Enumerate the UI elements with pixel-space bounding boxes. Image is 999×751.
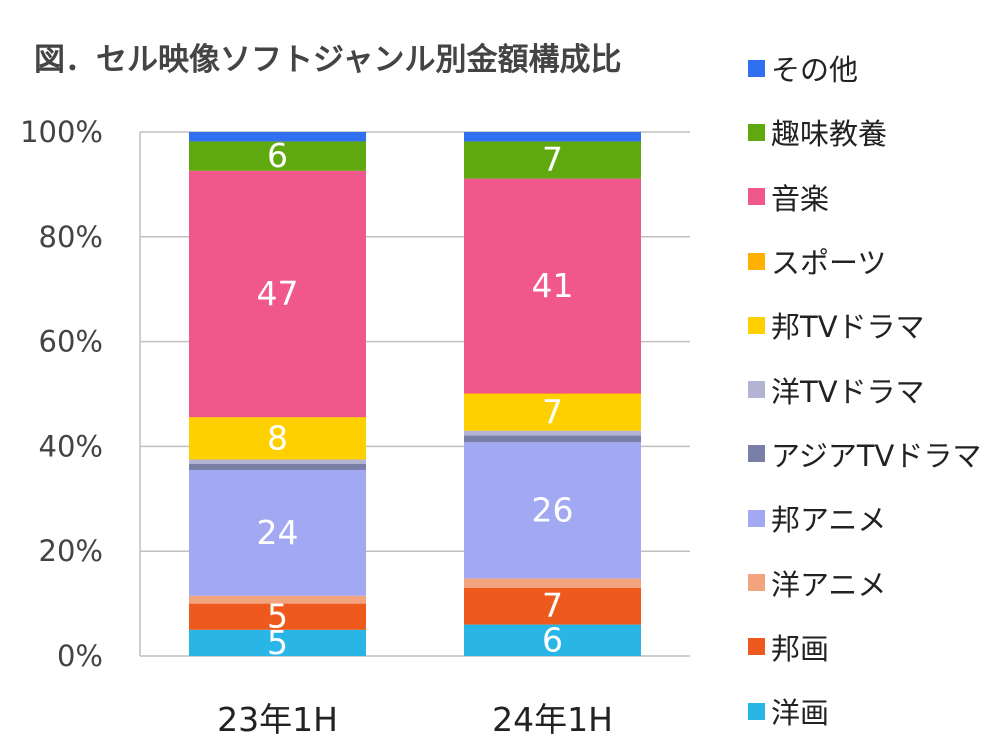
y-tick-label: 0% — [57, 639, 103, 673]
legend-label: 洋TVドラマ — [771, 374, 925, 409]
data-label: 47 — [257, 274, 299, 313]
legend-label: 音楽 — [771, 181, 830, 216]
bar-segment — [189, 417, 366, 418]
legend-label: 邦TVドラマ — [771, 310, 925, 345]
legend-item: 音楽 — [748, 165, 981, 229]
legend-item: 洋画 — [748, 679, 981, 743]
legend-item: その他 — [748, 36, 981, 100]
x-tick-label: 24年1H — [492, 700, 613, 739]
data-label: 7 — [542, 586, 563, 625]
bar-segment — [189, 629, 366, 656]
bar-segment — [464, 394, 641, 431]
legend-item: 邦TVドラマ — [748, 293, 981, 357]
data-label: 8 — [267, 419, 288, 458]
legend-label: 趣味教養 — [771, 117, 888, 152]
legend-swatch — [748, 252, 765, 270]
x-tick-label: 23年1H — [217, 700, 338, 739]
legend-item: 邦画 — [748, 615, 981, 679]
legend-label: スポーツ — [771, 246, 887, 281]
legend-swatch — [748, 59, 765, 77]
bar-segment — [464, 178, 641, 394]
bar-segment — [189, 469, 366, 596]
legend-item: 洋アニメ — [748, 550, 981, 614]
legend-label: 洋アニメ — [771, 567, 887, 602]
legend-swatch — [748, 188, 765, 206]
y-tick-label: 40% — [39, 429, 103, 463]
bar-segment — [464, 435, 641, 443]
legend-swatch — [748, 123, 765, 141]
legend: その他趣味教養音楽スポーツ邦TVドラマ 洋TVドラマアジアTVドラマ 邦アニメ洋アニ… — [748, 36, 981, 743]
bar-segment — [189, 141, 366, 171]
legend-label: 邦アニメ — [771, 503, 887, 538]
data-label: 7 — [542, 140, 563, 179]
bar-segment — [464, 624, 641, 656]
bar-segment — [189, 463, 366, 470]
legend-swatch — [748, 574, 765, 592]
bar-segment — [464, 587, 641, 625]
legend-item: 邦アニメ — [748, 486, 981, 550]
stacked-bar-chart: 0%20%40%60%80%100%5524847623年1H672674172… — [20, 115, 690, 739]
bar-segment — [189, 417, 366, 460]
legend-label: その他 — [771, 53, 859, 88]
bar-segment — [189, 595, 366, 604]
legend-swatch — [748, 316, 765, 334]
legend-item: 趣味教養 — [748, 100, 981, 164]
chart-title: 図．セル映像ソフトジャンル別金額構成比 — [34, 42, 622, 78]
bar-segment — [189, 603, 366, 630]
legend-swatch — [748, 445, 765, 463]
y-tick-label: 100% — [20, 115, 103, 149]
bar-segment — [464, 132, 641, 142]
data-label: 41 — [532, 266, 574, 305]
y-tick-label: 20% — [39, 534, 103, 568]
data-label: 26 — [532, 490, 574, 529]
bar-segment — [189, 132, 366, 142]
bar-segment — [464, 578, 641, 588]
legend-item: スポーツ — [748, 229, 981, 293]
data-label: 5 — [267, 623, 288, 662]
legend-swatch — [748, 509, 765, 527]
y-tick-label: 80% — [39, 220, 103, 254]
bar-segment — [464, 393, 641, 394]
data-label: 6 — [542, 620, 563, 659]
legend-label: 洋画 — [771, 696, 830, 731]
legend-swatch — [748, 638, 765, 656]
legend-label: アジアTVドラマ — [771, 438, 982, 473]
bar-segment — [464, 442, 641, 579]
legend-swatch — [748, 381, 765, 399]
y-tick-label: 60% — [39, 325, 103, 359]
legend-label: 邦画 — [771, 631, 830, 666]
data-label: 5 — [267, 597, 288, 636]
legend-swatch — [748, 702, 765, 720]
bar-segment — [464, 430, 641, 436]
data-label: 6 — [267, 136, 288, 175]
legend-item: アジアTVドラマ — [748, 422, 981, 486]
bar-segment — [189, 170, 366, 418]
legend-item: 洋TVドラマ — [748, 357, 981, 421]
data-label: 24 — [257, 513, 299, 552]
bar-segment — [464, 141, 641, 179]
data-label: 7 — [542, 392, 563, 431]
bar-segment — [189, 459, 366, 464]
